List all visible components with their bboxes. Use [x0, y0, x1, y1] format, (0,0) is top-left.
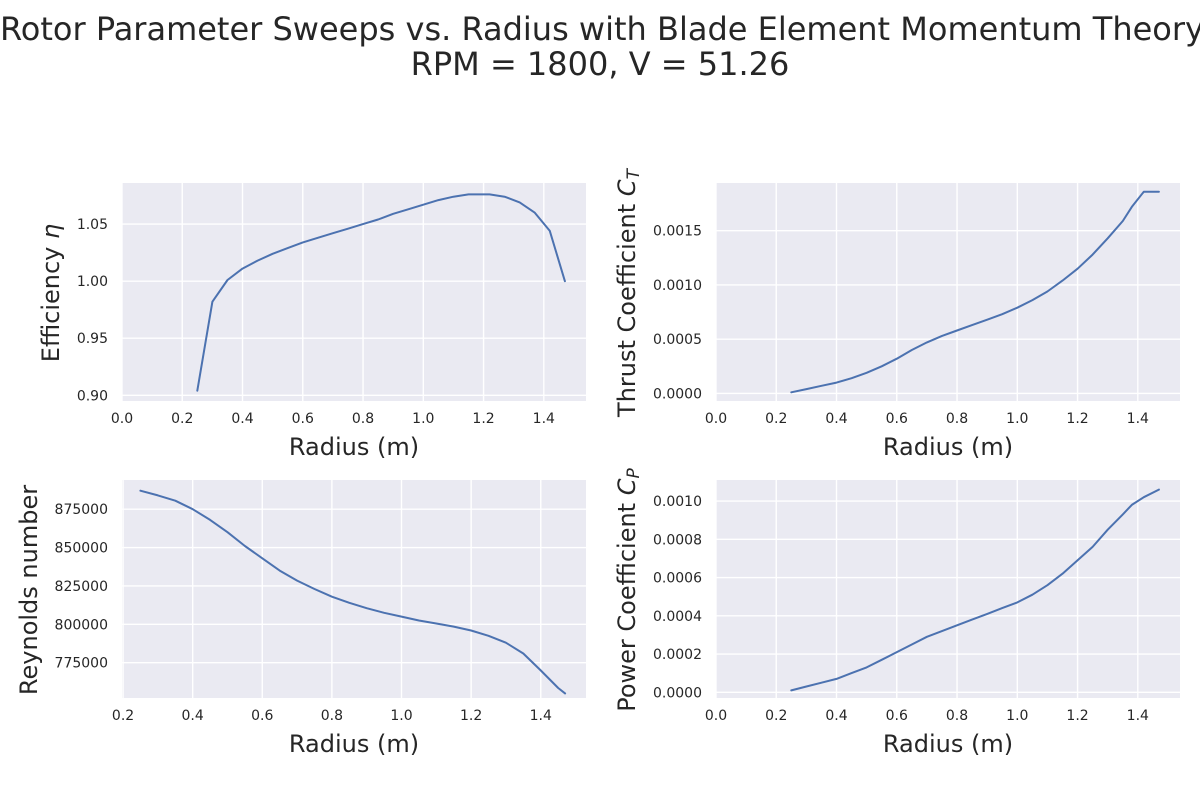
- efficiency-ytick-label: 1.05: [77, 217, 108, 233]
- power-coefficient-ytick-label: 0.0004: [653, 609, 702, 625]
- power-coefficient-ytick-label: 0.0008: [653, 532, 702, 548]
- power-coefficient-xtick-label: 0.2: [765, 708, 787, 724]
- reynolds-number-xtick-label: 0.8: [321, 708, 343, 724]
- thrust-coefficient-xtick-label: 0.4: [825, 411, 847, 427]
- power-coefficient-axes-background: [716, 480, 1180, 698]
- thrust-coefficient-ytick-label: 0.0015: [653, 224, 702, 240]
- thrust-coefficient-series-line: [790, 190, 1160, 394]
- efficiency-xtick-label: 0.8: [352, 411, 374, 427]
- efficiency-ylabel: Efficiency η: [37, 224, 65, 362]
- figure-title-line-1: Rotor Parameter Sweeps vs. Radius with B…: [0, 10, 1200, 48]
- efficiency-xlabel: Radius (m): [289, 433, 419, 461]
- reynolds-number-ytick-label: 800000: [55, 617, 108, 633]
- power-coefficient-xlabel: Radius (m): [883, 730, 1013, 758]
- reynolds-number-series-line: [139, 489, 567, 695]
- efficiency-series-line: [196, 193, 566, 392]
- efficiency-ytick-label: 1.00: [77, 274, 108, 290]
- power-coefficient-xtick-label: 0.4: [825, 708, 847, 724]
- power-coefficient-subplot: 0.0 0.2 0.4 0.6 0.8 1.0 1.2 1.4 0.0000 0.0002 0.00…: [613, 468, 1180, 758]
- thrust-coefficient-ytick-label: 0.0005: [653, 332, 702, 348]
- figure-title-line-2: RPM = 1800, V = 51.26: [410, 45, 790, 83]
- power-coefficient-xtick-label: 1.4: [1127, 708, 1149, 724]
- thrust-coefficient-xtick-label: 1.0: [1006, 411, 1028, 427]
- thrust-coefficient-ylabel: Thrust Coefficient CT: [613, 167, 644, 418]
- power-coefficient-xtick-label: 0.8: [946, 708, 968, 724]
- reynolds-number-ytick-label: 875000: [55, 502, 108, 518]
- power-coefficient-xtick-label: 0.0: [705, 708, 727, 724]
- thrust-coefficient-xtick-label: 0.0: [705, 411, 727, 427]
- reynolds-number-xtick-label: 0.2: [112, 708, 134, 724]
- thrust-coefficient-xtick-label: 0.2: [765, 411, 787, 427]
- power-coefficient-xtick-label: 1.2: [1066, 708, 1088, 724]
- power-coefficient-series-line: [790, 488, 1160, 692]
- efficiency-xtick-label: 1.2: [472, 411, 494, 427]
- efficiency-xtick-label: 0.4: [231, 411, 253, 427]
- reynolds-number-xtick-label: 1.0: [390, 708, 412, 724]
- efficiency-xtick-label: 1.4: [533, 411, 555, 427]
- reynolds-number-axes-background: [122, 480, 586, 698]
- thrust-coefficient-ytick-label: 0.0000: [653, 386, 702, 402]
- power-coefficient-ytick-label: 0.0006: [653, 571, 702, 587]
- efficiency-ytick-label: 0.95: [77, 331, 108, 347]
- efficiency-xtick-label: 0.2: [171, 411, 193, 427]
- efficiency-xtick-label: 0.6: [292, 411, 314, 427]
- reynolds-number-xtick-label: 1.4: [530, 708, 552, 724]
- power-coefficient-xtick-label: 0.6: [886, 708, 908, 724]
- efficiency-xtick-label: 1.0: [412, 411, 434, 427]
- thrust-coefficient-axes-background: [716, 183, 1180, 401]
- reynolds-number-ytick-label: 850000: [55, 541, 108, 557]
- reynolds-number-subplot: 0.2 0.4 0.6 0.8 1.0 1.2 1.4 775000 800000 825000 8…: [15, 480, 586, 758]
- thrust-coefficient-xtick-label: 1.4: [1127, 411, 1149, 427]
- thrust-coefficient-xtick-label: 0.8: [946, 411, 968, 427]
- power-coefficient-ylabel: Power Coefficient CP: [613, 468, 644, 712]
- reynolds-number-ytick-label: 775000: [55, 656, 108, 672]
- thrust-coefficient-ytick-label: 0.0010: [653, 278, 702, 294]
- power-coefficient-ytick-label: 0.0002: [653, 647, 702, 663]
- efficiency-subplot: 0.0 0.2 0.4 0.6 0.8 1.0 1.2 1.4 0.90 0.95 1.00 1.05…: [37, 183, 586, 461]
- reynolds-number-xtick-label: 0.4: [182, 708, 204, 724]
- thrust-coefficient-xtick-label: 0.6: [886, 411, 908, 427]
- thrust-coefficient-xlabel: Radius (m): [883, 433, 1013, 461]
- power-coefficient-ytick-label: 0.0010: [653, 494, 702, 510]
- efficiency-axes-background: [122, 183, 586, 401]
- thrust-coefficient-xtick-label: 1.2: [1066, 411, 1088, 427]
- reynolds-number-xlabel: Radius (m): [289, 730, 419, 758]
- power-coefficient-xtick-label: 1.0: [1006, 708, 1028, 724]
- efficiency-ytick-label: 0.90: [77, 388, 108, 404]
- reynolds-number-ylabel: Reynolds number: [15, 485, 43, 695]
- figure-title: Rotor Parameter Sweeps vs. Radius with B…: [0, 12, 1200, 82]
- thrust-coefficient-subplot: 0.0 0.2 0.4 0.6 0.8 1.0 1.2 1.4 0.0000 0.0005 0.00…: [613, 167, 1180, 461]
- reynolds-number-xtick-label: 1.2: [460, 708, 482, 724]
- efficiency-xtick-label: 0.0: [111, 411, 133, 427]
- power-coefficient-ytick-label: 0.0000: [653, 685, 702, 701]
- reynolds-number-ytick-label: 825000: [55, 579, 108, 595]
- reynolds-number-xtick-label: 0.6: [251, 708, 273, 724]
